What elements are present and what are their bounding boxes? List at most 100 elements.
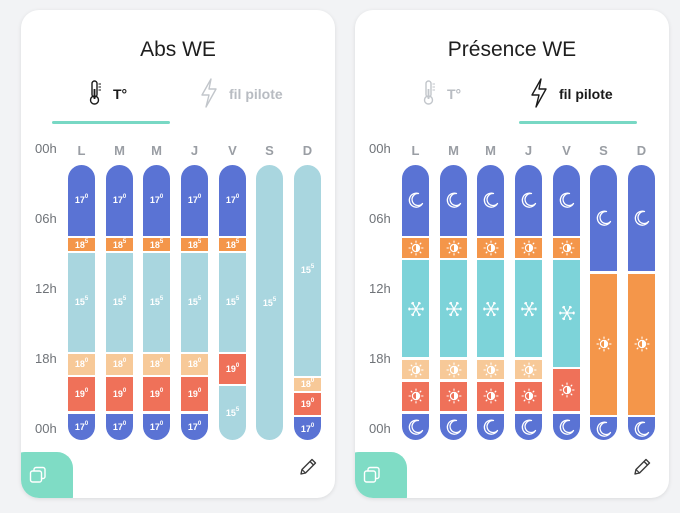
day-column-saturday[interactable]: 155	[256, 165, 283, 440]
day-column-friday[interactable]	[553, 165, 580, 440]
schedule-segment[interactable]	[440, 260, 467, 358]
schedule-segment[interactable]	[628, 417, 655, 440]
schedule-segment[interactable]	[590, 417, 617, 440]
day-column-sunday[interactable]	[628, 165, 655, 440]
schedule-segment[interactable]: 180	[106, 354, 133, 375]
schedule-segment[interactable]	[440, 165, 467, 236]
schedule-segment[interactable]	[440, 359, 467, 380]
schedule-segment[interactable]: 180	[294, 378, 321, 391]
schedule-segment[interactable]	[477, 359, 504, 380]
pencil-icon[interactable]	[297, 456, 319, 478]
schedule-segment[interactable]: 170	[181, 413, 208, 440]
day-column-thursday[interactable]	[515, 165, 542, 440]
schedule-segment[interactable]	[515, 413, 542, 440]
schedule-segment[interactable]	[553, 165, 580, 236]
schedule-card-presence-we: Présence WE T° fil pilote 00h 06h 12h 18…	[355, 10, 669, 498]
temperature-value: 170	[149, 420, 164, 432]
schedule-segment[interactable]: 155	[68, 253, 95, 352]
day-column-monday[interactable]	[402, 165, 429, 440]
schedule-segment[interactable]: 190	[143, 377, 170, 412]
schedule-segment[interactable]	[590, 165, 617, 272]
schedule-segment[interactable]	[515, 238, 542, 258]
schedule-segment[interactable]: 185	[219, 238, 246, 251]
schedule-segment[interactable]: 185	[106, 238, 133, 251]
schedule-segment[interactable]: 155	[294, 165, 321, 376]
day-column-tuesday[interactable]: 170 185 155 180 190 170	[106, 165, 133, 440]
schedule-segment[interactable]: 170	[181, 165, 208, 236]
schedule-segment[interactable]	[402, 238, 429, 258]
schedule-segment[interactable]: 170	[294, 417, 321, 440]
schedule-segment[interactable]: 155	[143, 253, 170, 352]
schedule-segment[interactable]	[440, 413, 467, 440]
schedule-segment[interactable]	[402, 381, 429, 412]
schedule-segment[interactable]	[515, 359, 542, 380]
schedule-segment[interactable]: 190	[219, 354, 246, 384]
schedule-segment[interactable]	[628, 273, 655, 415]
schedule-segment[interactable]	[477, 260, 504, 358]
schedule-segment[interactable]: 155	[181, 253, 208, 352]
schedule-segment[interactable]: 180	[181, 354, 208, 375]
schedule-segment[interactable]: 185	[181, 238, 208, 251]
tab-pilot-wire[interactable]: fil pilote	[199, 70, 283, 118]
schedule-segment[interactable]: 190	[68, 377, 95, 412]
sun-icon	[482, 361, 500, 379]
day-column-saturday[interactable]	[590, 165, 617, 440]
schedule-segment[interactable]: 180	[68, 354, 95, 375]
schedule-segment[interactable]	[515, 381, 542, 412]
day-column-wednesday[interactable]	[477, 165, 504, 440]
moon-icon	[633, 209, 651, 227]
day-column-tuesday[interactable]	[440, 165, 467, 440]
schedule-segment[interactable]: 185	[68, 238, 95, 251]
schedule-segment[interactable]	[515, 260, 542, 358]
schedule-segment[interactable]	[440, 238, 467, 258]
schedule-segment[interactable]: 170	[219, 165, 246, 236]
schedule-segment[interactable]	[553, 238, 580, 258]
schedule-segment[interactable]: 170	[106, 165, 133, 236]
day-label: V	[228, 143, 237, 158]
day-column-wednesday[interactable]: 170 185 155 180 190 170	[143, 165, 170, 440]
day-column-friday[interactable]: 170 185 155 190 155	[219, 165, 246, 440]
schedule-segment[interactable]	[402, 260, 429, 358]
schedule-segment[interactable]: 155	[106, 253, 133, 352]
schedule-segment[interactable]	[553, 369, 580, 412]
tab-temperature[interactable]: T°	[421, 70, 461, 118]
tab-temperature[interactable]: T°	[87, 70, 127, 118]
schedule-segment[interactable]: 170	[68, 413, 95, 440]
schedule-segment[interactable]: 190	[181, 377, 208, 412]
copy-icon[interactable]	[29, 466, 47, 484]
temperature-value: 155	[187, 296, 202, 308]
schedule-segment[interactable]	[590, 273, 617, 415]
day-column-thursday[interactable]: 170 185 155 180 190 170	[181, 165, 208, 440]
schedule-segment[interactable]	[402, 413, 429, 440]
snowflake-icon	[445, 300, 463, 318]
schedule-segment[interactable]	[477, 381, 504, 412]
schedule-segment[interactable]: 180	[143, 354, 170, 375]
schedule-segment[interactable]: 155	[219, 253, 246, 352]
moon-icon	[482, 191, 500, 209]
day-column-sunday[interactable]: 155 180 190 170	[294, 165, 321, 440]
schedule-segment[interactable]: 155	[256, 165, 283, 440]
schedule-segment[interactable]	[553, 260, 580, 367]
tab-pilot-wire[interactable]: fil pilote	[529, 70, 613, 118]
schedule-segment[interactable]: 155	[219, 386, 246, 440]
schedule-segment[interactable]: 185	[143, 238, 170, 251]
schedule-segment[interactable]	[402, 165, 429, 236]
schedule-segment[interactable]: 170	[106, 413, 133, 440]
schedule-segment[interactable]	[477, 413, 504, 440]
schedule-segment[interactable]: 190	[106, 377, 133, 412]
schedule-segment[interactable]	[402, 359, 429, 380]
schedule-segment[interactable]	[440, 381, 467, 412]
copy-icon[interactable]	[363, 466, 381, 484]
day-label: D	[636, 143, 647, 158]
schedule-segment[interactable]	[515, 165, 542, 236]
schedule-segment[interactable]: 170	[143, 413, 170, 440]
schedule-segment[interactable]	[553, 413, 580, 440]
day-column-monday[interactable]: 170 185 155 180 190 170	[68, 165, 95, 440]
schedule-segment[interactable]	[628, 165, 655, 272]
schedule-segment[interactable]	[477, 238, 504, 258]
schedule-segment[interactable]	[477, 165, 504, 236]
schedule-segment[interactable]: 170	[68, 165, 95, 236]
pencil-icon[interactable]	[631, 456, 653, 478]
schedule-segment[interactable]: 170	[143, 165, 170, 236]
schedule-segment[interactable]: 190	[294, 393, 321, 415]
